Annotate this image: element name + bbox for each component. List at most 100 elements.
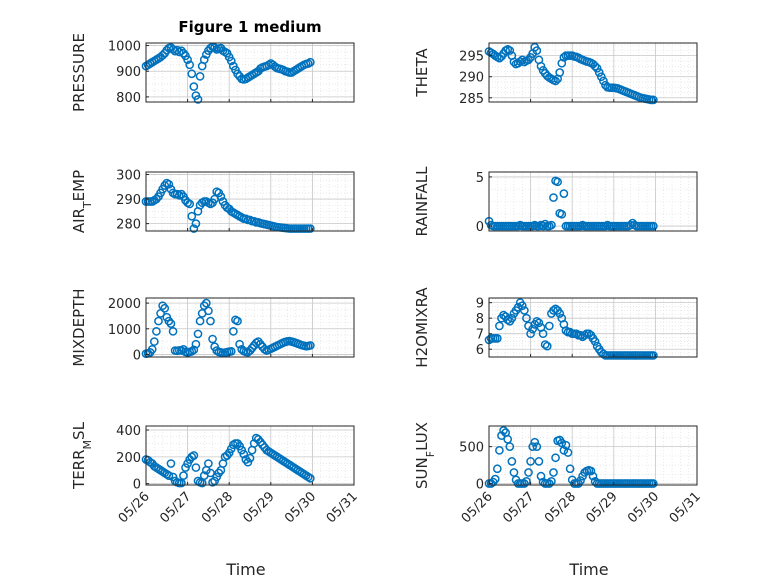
axes-box bbox=[145, 42, 355, 103]
data-point bbox=[149, 337, 159, 346]
data-point bbox=[305, 57, 315, 67]
data-point bbox=[538, 221, 548, 231]
data-point bbox=[557, 209, 567, 219]
data-point bbox=[599, 76, 608, 86]
y-tick-label: 7 bbox=[476, 328, 484, 343]
data-point bbox=[563, 448, 573, 457]
subplot-1: 800 900 1000 PRESSURE bbox=[70, 33, 355, 112]
data-point bbox=[208, 334, 217, 344]
data-point bbox=[185, 199, 195, 209]
data-point bbox=[495, 321, 504, 331]
data-point bbox=[507, 457, 517, 466]
data-point bbox=[492, 334, 502, 343]
data-point bbox=[524, 55, 533, 65]
data-point bbox=[542, 341, 552, 351]
data-point bbox=[305, 341, 315, 350]
data-point bbox=[492, 464, 502, 474]
data-point bbox=[551, 76, 560, 86]
data-point bbox=[540, 219, 550, 229]
data-point bbox=[305, 224, 315, 233]
y-tick-label: 2000 bbox=[108, 297, 141, 312]
data-point bbox=[528, 442, 538, 451]
data-point bbox=[206, 468, 215, 478]
data-point bbox=[166, 319, 176, 329]
x-axis-label: Time bbox=[568, 560, 608, 579]
data-point bbox=[191, 339, 201, 349]
y-tick-label: 295 bbox=[459, 50, 484, 65]
data-point bbox=[245, 453, 255, 463]
y-tick-label: 0 bbox=[133, 348, 141, 363]
data-point bbox=[526, 329, 535, 339]
y-tick-label: 1000 bbox=[108, 40, 141, 55]
data-point bbox=[594, 68, 604, 77]
data-point bbox=[590, 61, 600, 71]
y-axis-label: RAINFALL bbox=[413, 166, 431, 237]
data-point bbox=[177, 189, 186, 199]
data-point bbox=[515, 57, 525, 66]
y-tick-label: 0 bbox=[133, 478, 141, 493]
y-tick-label: 9 bbox=[476, 297, 484, 312]
y-tick-label: 6 bbox=[476, 343, 484, 358]
data-point bbox=[648, 95, 658, 105]
data-point bbox=[195, 71, 205, 81]
chart-title: Figure 1 medium bbox=[178, 18, 321, 36]
data-point bbox=[532, 316, 542, 326]
data-point bbox=[528, 324, 538, 334]
data-point bbox=[505, 442, 515, 451]
data-point bbox=[544, 321, 554, 331]
subplot-5: 0 1000 2000 MIXDEPTH bbox=[70, 288, 355, 367]
data-point bbox=[160, 181, 170, 190]
data-point bbox=[239, 449, 249, 459]
data-point bbox=[147, 344, 157, 354]
data-point bbox=[555, 309, 565, 318]
data-point bbox=[191, 219, 201, 228]
y-axis-label: SUNFLUX bbox=[413, 422, 437, 489]
data-point bbox=[522, 313, 531, 323]
y-tick-label: 200 bbox=[116, 451, 141, 466]
data-point bbox=[540, 340, 550, 349]
data-point bbox=[648, 351, 658, 360]
data-point bbox=[179, 471, 188, 480]
data-point bbox=[201, 298, 211, 308]
y-tick-label: 0 bbox=[476, 478, 484, 493]
data-point bbox=[160, 303, 170, 313]
data-point bbox=[559, 445, 569, 455]
data-point bbox=[185, 60, 195, 70]
y-tick-label: 400 bbox=[116, 424, 141, 439]
x-axis-label: Time bbox=[225, 560, 265, 579]
axes-box bbox=[488, 42, 698, 103]
data-point bbox=[626, 220, 635, 230]
y-axis-label: PRESSURE bbox=[70, 33, 88, 112]
y-tick-label: 290 bbox=[116, 193, 141, 208]
data-point bbox=[187, 211, 197, 221]
data-point bbox=[199, 55, 209, 65]
data-point bbox=[549, 193, 558, 202]
data-point bbox=[191, 463, 201, 472]
y-tick-label: 1000 bbox=[108, 323, 141, 338]
data-point bbox=[183, 55, 192, 65]
y-axis-label: TERRMSL bbox=[70, 421, 94, 490]
data-point bbox=[592, 63, 602, 73]
data-point bbox=[206, 316, 215, 326]
data-point bbox=[590, 337, 600, 346]
subplot-4: 0 5 RAINFALL bbox=[413, 166, 698, 237]
axes-box bbox=[145, 297, 355, 358]
data-point bbox=[588, 471, 598, 481]
y-axis-label: MIXDEPTH bbox=[70, 288, 88, 366]
data-point bbox=[551, 453, 560, 463]
y-tick-label: 285 bbox=[459, 92, 484, 107]
data-point bbox=[166, 459, 176, 468]
data-point bbox=[596, 72, 606, 82]
axes-box bbox=[145, 171, 355, 232]
data-point bbox=[503, 315, 513, 325]
data-point bbox=[195, 316, 205, 326]
data-point bbox=[193, 95, 203, 104]
data-point bbox=[532, 442, 542, 451]
data-point bbox=[226, 56, 236, 66]
data-point bbox=[505, 46, 515, 55]
data-point bbox=[530, 437, 540, 447]
data-point bbox=[235, 339, 244, 349]
data-point bbox=[189, 345, 199, 355]
data-point bbox=[536, 61, 546, 71]
